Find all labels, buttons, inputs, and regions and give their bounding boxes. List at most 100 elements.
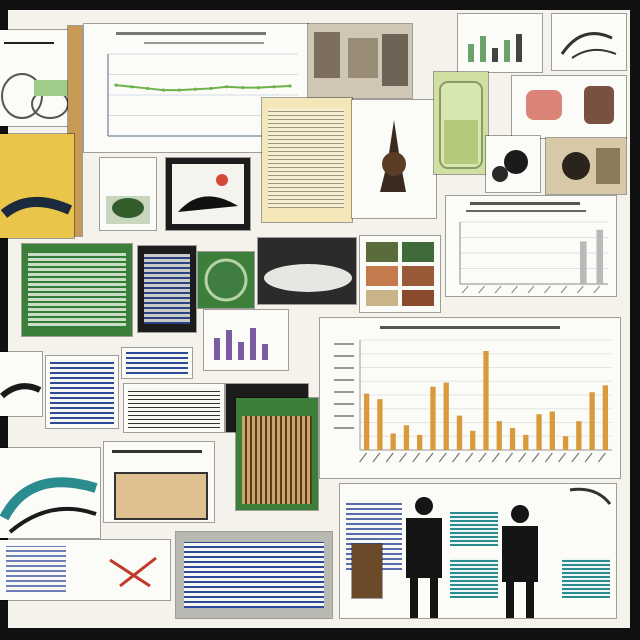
line-point <box>256 86 260 90</box>
stump-photo <box>352 544 382 598</box>
line-point <box>130 85 134 89</box>
tick-label <box>558 452 567 463</box>
mini-bar-card <box>458 14 542 72</box>
tick-label <box>412 452 421 463</box>
device-card <box>100 158 156 230</box>
tick-label <box>359 452 368 463</box>
tick-label <box>438 452 447 463</box>
sketch-card-top-left <box>0 30 74 126</box>
bar <box>390 433 396 450</box>
bar <box>483 351 489 450</box>
tick-label <box>491 452 500 463</box>
pot-card <box>512 76 626 138</box>
tick-label <box>478 285 486 294</box>
bar <box>496 421 502 450</box>
tick-label <box>398 452 407 463</box>
gray-bar-chart-card <box>446 196 616 296</box>
tick-label <box>593 285 601 294</box>
device-svg <box>106 196 150 224</box>
tick-label <box>465 452 474 463</box>
bar <box>403 425 410 450</box>
blue-doc-card <box>176 532 332 618</box>
bar <box>443 382 449 450</box>
badge-svg <box>204 258 248 302</box>
tick-label <box>425 452 434 463</box>
line-point <box>146 86 150 91</box>
yellow-note-card <box>262 98 352 222</box>
wood-panel-card <box>104 442 214 522</box>
thumb-grid-card <box>360 236 440 312</box>
tool-svg <box>258 238 356 304</box>
tick-label <box>576 285 584 294</box>
specimen-sketch <box>380 120 406 192</box>
tick-label <box>511 285 518 294</box>
map-svg <box>0 383 42 399</box>
purple-chart-card <box>204 310 288 370</box>
blue-table-card <box>46 356 118 428</box>
bar <box>602 385 609 450</box>
green-board-card <box>22 244 132 336</box>
bar <box>430 386 436 450</box>
framed-picture-svg <box>172 164 244 224</box>
line-point <box>225 85 229 89</box>
right-border <box>630 0 640 640</box>
bar <box>576 421 582 450</box>
jar-svg <box>439 81 483 169</box>
tick-label <box>372 452 381 463</box>
bar <box>417 434 423 450</box>
tick-label <box>478 452 487 463</box>
bar <box>523 434 529 450</box>
line-point <box>114 83 118 87</box>
line-point <box>272 85 276 89</box>
tick-label <box>560 285 568 294</box>
mini-bar-svg <box>468 34 522 62</box>
dark-blobs-card <box>486 136 540 192</box>
specimen-card <box>352 100 436 218</box>
framed-picture-card <box>166 158 250 230</box>
tick-label <box>527 285 535 294</box>
thumb-grid-svg <box>366 242 434 306</box>
teal-sketch-card <box>0 448 100 538</box>
photo-card-top <box>308 24 412 98</box>
bottom-border <box>0 628 640 640</box>
tick-label <box>597 452 606 463</box>
bar <box>377 399 383 450</box>
bar <box>549 411 555 450</box>
orange-bar-chart-svg <box>334 339 612 463</box>
line-point <box>161 88 166 92</box>
tick-label <box>452 452 460 463</box>
line-point <box>240 86 245 90</box>
tick-label <box>461 285 469 294</box>
tick-label <box>571 452 580 463</box>
bar <box>363 393 370 450</box>
yellow-sketch-card <box>0 134 74 238</box>
bar <box>562 436 569 450</box>
bar <box>470 430 476 450</box>
texture-svg <box>562 148 620 184</box>
bar <box>536 414 542 450</box>
round-object-sketch <box>1 73 70 119</box>
tick-label <box>584 452 593 463</box>
pot-svg <box>526 86 614 124</box>
teal-sketch-svg <box>0 477 98 534</box>
people-diagram-card <box>340 484 616 618</box>
bottom-strip-card <box>0 540 170 600</box>
tick-label <box>531 452 540 463</box>
tick-label <box>544 285 551 294</box>
top-border <box>0 0 640 10</box>
line-point <box>209 86 213 91</box>
bird-sketch <box>560 32 617 59</box>
gray-table-card <box>124 384 224 432</box>
tool-photo-card <box>258 238 356 304</box>
wave-svg <box>0 196 73 218</box>
figures-svg <box>406 487 612 618</box>
circle-badge-card <box>198 252 254 308</box>
line-point <box>288 84 292 88</box>
orange-bar-chart-card <box>320 318 620 478</box>
tick-label <box>494 285 502 294</box>
tick-label <box>544 452 553 463</box>
bar <box>596 229 604 284</box>
tick-label <box>505 452 513 463</box>
bar <box>580 241 587 284</box>
